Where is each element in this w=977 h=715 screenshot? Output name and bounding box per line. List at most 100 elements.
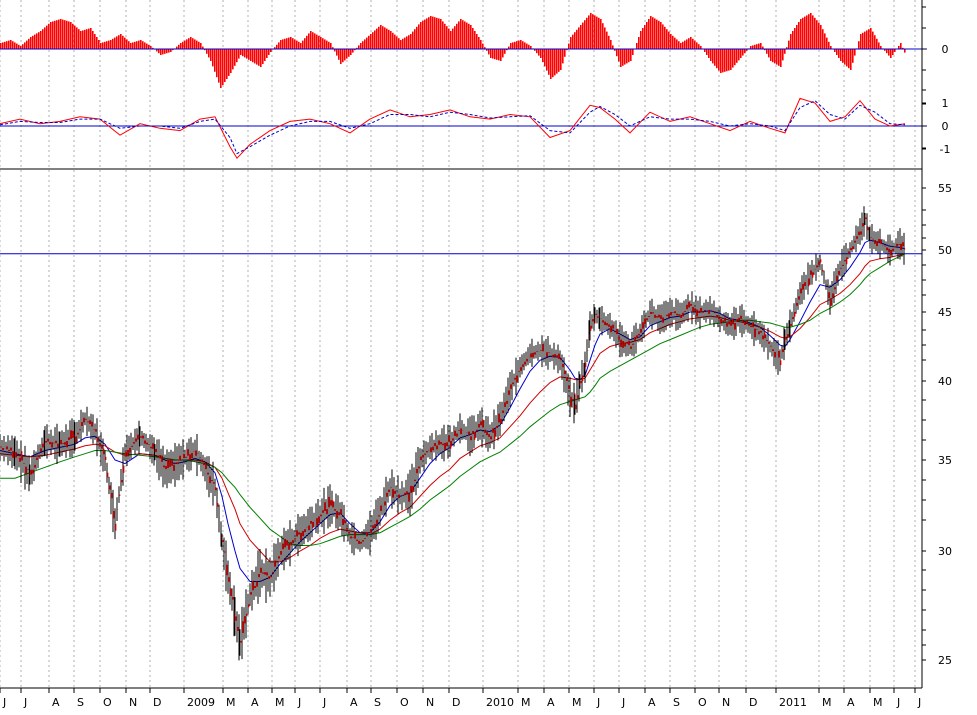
histogram-bar <box>808 14 810 49</box>
x-tick-label: J <box>896 696 900 709</box>
histogram-bar <box>120 34 122 49</box>
x-tick-label: 2009 <box>187 696 215 709</box>
oscillator-y-label: 0 <box>942 120 949 133</box>
histogram-bar <box>738 49 740 61</box>
histogram-bar <box>638 37 640 49</box>
histogram-bar <box>48 23 50 49</box>
histogram-bar <box>802 17 804 49</box>
histogram-bar <box>842 49 844 63</box>
histogram-bar <box>344 49 346 61</box>
histogram-bar <box>376 28 378 49</box>
histogram-bar <box>836 49 838 55</box>
histogram-bar <box>98 40 100 49</box>
histogram-bar <box>830 46 832 49</box>
x-tick-label: O <box>698 696 707 709</box>
oscillator-panel <box>0 97 927 170</box>
histogram-bar <box>394 34 396 49</box>
histogram-bar <box>18 44 20 49</box>
histogram-bar <box>16 43 18 49</box>
histogram-bar <box>862 32 864 49</box>
histogram-bar <box>568 43 570 49</box>
histogram-bar <box>592 14 594 49</box>
histogram-bar <box>322 38 324 49</box>
histogram-bar <box>580 25 582 49</box>
price-ma-medium <box>0 253 906 563</box>
histogram-bar <box>626 49 628 64</box>
histogram-bar <box>774 49 776 64</box>
histogram-bar <box>150 46 152 49</box>
histogram-bar <box>352 49 354 53</box>
histogram-bar <box>820 25 822 49</box>
histogram-bar <box>758 43 760 49</box>
histogram-bar <box>244 49 246 58</box>
histogram-bar <box>444 23 446 49</box>
oscillator-series-1 <box>0 100 906 155</box>
histogram-bar <box>898 46 900 49</box>
histogram-bar <box>140 40 142 49</box>
histogram-bar <box>190 37 192 49</box>
histogram-bar <box>596 16 598 50</box>
histogram-bar <box>158 49 160 54</box>
histogram-bar <box>316 34 318 49</box>
histogram-bar <box>240 49 242 55</box>
histogram-bar <box>514 41 516 49</box>
histogram-bar <box>740 49 742 58</box>
histogram-bar <box>414 29 416 49</box>
histogram-bar <box>304 38 306 49</box>
histogram-bar <box>720 49 722 73</box>
histogram-bar <box>666 29 668 49</box>
histogram-bar <box>252 49 254 63</box>
price-y-label: 40 <box>938 375 952 388</box>
histogram-bar <box>86 29 88 49</box>
histogram-bar <box>84 29 86 49</box>
histogram-bar <box>82 30 84 49</box>
histogram-bar <box>108 40 110 49</box>
histogram-bar <box>228 49 230 76</box>
histogram-bar <box>420 22 422 49</box>
histogram-bar <box>26 40 28 49</box>
histogram-bar <box>148 44 150 49</box>
histogram-bar <box>570 37 572 49</box>
histogram-bar <box>22 44 24 49</box>
histogram-bar <box>616 49 618 57</box>
histogram-bar <box>424 19 426 49</box>
histogram-bar <box>282 39 284 49</box>
histogram-bar <box>96 37 98 49</box>
histogram-bar <box>78 29 80 49</box>
histogram-bar <box>172 49 174 51</box>
histogram-bar <box>162 49 164 55</box>
histogram-bar <box>6 41 8 49</box>
histogram-bar <box>722 49 724 73</box>
histogram-bar <box>790 34 792 49</box>
histogram-bar <box>324 39 326 49</box>
histogram-bar <box>274 47 276 49</box>
histogram-bar <box>212 49 214 67</box>
histogram-bar <box>342 49 344 63</box>
histogram-bar <box>226 49 228 79</box>
histogram-bar <box>582 22 584 49</box>
histogram-bar <box>208 49 210 58</box>
histogram-bar <box>24 42 26 49</box>
histogram-bar <box>646 22 648 49</box>
histogram-bar <box>652 17 654 49</box>
histogram-bar <box>610 40 612 49</box>
histogram-bar <box>156 49 158 52</box>
histogram-bar <box>206 49 208 54</box>
histogram-bar <box>782 49 784 61</box>
histogram-bar <box>132 42 134 49</box>
histogram-bar <box>400 40 402 49</box>
histogram-bar <box>30 37 32 49</box>
histogram-bar <box>766 49 768 54</box>
histogram-bar <box>498 49 500 61</box>
histogram-bar <box>796 25 798 49</box>
histogram-bar <box>654 18 656 49</box>
oscillator-y-label: 1 <box>942 97 949 110</box>
histogram-bar <box>598 17 600 49</box>
histogram-bar <box>892 49 894 55</box>
histogram-bar <box>860 34 862 49</box>
histogram-bar <box>478 37 480 49</box>
histogram-bar <box>254 49 256 64</box>
histogram-bar <box>558 49 560 72</box>
histogram-bar <box>656 19 658 49</box>
histogram-bar <box>160 49 162 55</box>
